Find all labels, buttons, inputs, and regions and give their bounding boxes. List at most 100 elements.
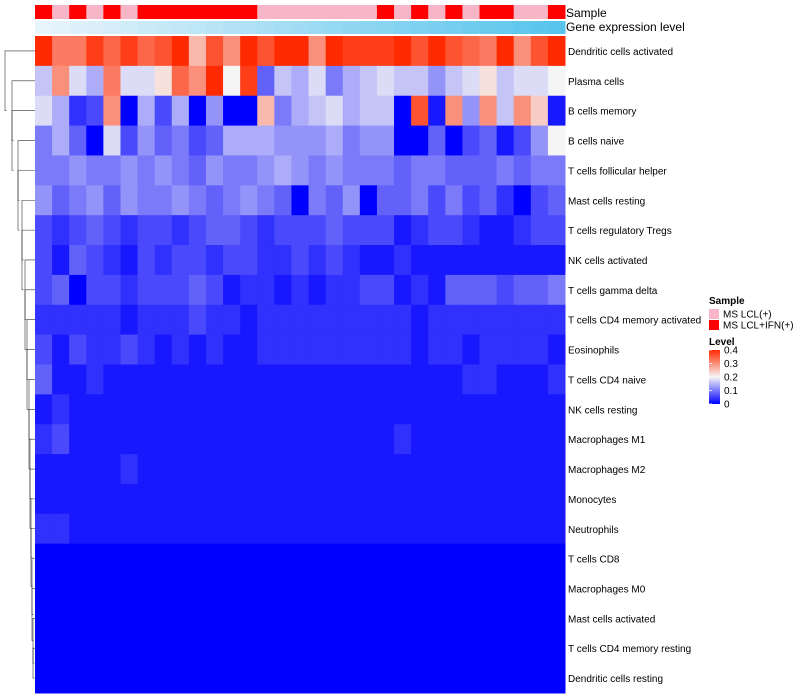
heatmap-cell bbox=[496, 125, 515, 156]
heatmap-cell bbox=[205, 603, 224, 634]
row-label: T cells CD8 bbox=[568, 555, 620, 566]
heatmap-cell bbox=[308, 424, 327, 455]
heatmap-cell bbox=[35, 394, 53, 425]
heatmap-cell bbox=[120, 603, 139, 634]
heatmap-cell bbox=[120, 245, 139, 276]
heatmap-cell bbox=[137, 185, 156, 216]
heatmap-cell bbox=[462, 245, 481, 276]
heatmap-cell bbox=[359, 543, 378, 575]
heatmap-cell bbox=[394, 65, 412, 97]
heatmap-cell bbox=[171, 65, 190, 97]
heatmap-cell bbox=[154, 543, 173, 575]
heatmap-cell bbox=[171, 543, 190, 575]
heatmap-cell bbox=[291, 65, 310, 97]
legend-sample-label: MS LCL+IFN(+) bbox=[723, 321, 794, 332]
heatmap-cell bbox=[376, 274, 395, 306]
sample-annotation-cell bbox=[240, 5, 258, 19]
heatmap-cell bbox=[69, 513, 87, 545]
heatmap-cell bbox=[103, 633, 121, 664]
heatmap-cell bbox=[205, 454, 224, 485]
heatmap-cell bbox=[547, 36, 566, 67]
heatmap-cell bbox=[359, 394, 378, 425]
heatmap-cell bbox=[428, 394, 446, 425]
heatmap-cell bbox=[428, 454, 446, 485]
heatmap-cell bbox=[137, 663, 156, 694]
heatmap-cell bbox=[428, 155, 446, 186]
heatmap-cell bbox=[205, 304, 224, 336]
heatmap-cell bbox=[342, 394, 361, 425]
heatmap-cell bbox=[325, 95, 344, 127]
heatmap-cell bbox=[120, 424, 139, 455]
heatmap-cell bbox=[496, 603, 515, 634]
heatmap-cell bbox=[462, 334, 481, 365]
heatmap-cell bbox=[325, 215, 344, 246]
heatmap-cell bbox=[445, 65, 463, 97]
gene-expression-cell bbox=[205, 21, 224, 34]
heatmap-cell bbox=[445, 454, 463, 485]
sample-annotation-bar bbox=[35, 5, 566, 19]
heatmap-cell bbox=[394, 483, 412, 515]
heatmap-cell bbox=[308, 155, 327, 186]
heatmap-cell bbox=[274, 454, 292, 485]
heatmap-cell bbox=[103, 155, 121, 186]
heatmap-cell bbox=[394, 334, 412, 365]
heatmap-cell bbox=[496, 95, 515, 127]
heatmap-cell bbox=[411, 454, 429, 485]
heatmap-cell bbox=[411, 274, 429, 306]
heatmap-cell bbox=[479, 603, 498, 634]
heatmap-cell bbox=[274, 155, 292, 186]
heatmap-cell bbox=[547, 633, 566, 664]
heatmap-cell bbox=[205, 543, 224, 575]
heatmap-cell bbox=[394, 155, 412, 186]
heatmap-cell bbox=[223, 483, 241, 515]
heatmap-cell bbox=[69, 454, 87, 485]
heatmap-cell bbox=[86, 65, 104, 97]
heatmap-cell bbox=[52, 424, 70, 455]
heatmap-cell bbox=[240, 245, 258, 276]
heatmap-cell bbox=[513, 36, 532, 67]
heatmap-cell bbox=[103, 304, 121, 336]
heatmap-cell bbox=[462, 65, 481, 97]
heatmap-cell bbox=[240, 543, 258, 575]
heatmap-cell bbox=[137, 215, 156, 246]
heatmap-cell bbox=[359, 663, 378, 694]
heatmap-cell bbox=[223, 663, 241, 694]
heatmap-cell bbox=[428, 65, 446, 97]
gene-expression-cell bbox=[154, 21, 173, 34]
heatmap-cell bbox=[223, 185, 241, 216]
gene-expression-cell bbox=[171, 21, 190, 34]
heatmap-cell bbox=[428, 483, 446, 515]
heatmap-cell bbox=[411, 215, 429, 246]
heatmap-cell bbox=[188, 364, 207, 395]
sample-annotation-cell bbox=[205, 5, 224, 19]
heatmap-cell bbox=[171, 185, 190, 216]
legend-sample-swatch bbox=[709, 309, 719, 319]
heatmap-cell bbox=[513, 483, 532, 515]
heatmap-cell bbox=[240, 65, 258, 97]
row-dendrogram bbox=[4, 50, 35, 679]
heatmap-cell bbox=[69, 155, 87, 186]
heatmap-cell bbox=[223, 364, 241, 395]
heatmap-cell bbox=[35, 334, 53, 365]
heatmap-cell bbox=[257, 424, 275, 455]
heatmap-cell bbox=[445, 364, 463, 395]
heatmap-cell bbox=[376, 125, 395, 156]
heatmap-cell bbox=[188, 663, 207, 694]
heatmap-cell bbox=[376, 36, 395, 67]
heatmap-cell bbox=[120, 125, 139, 156]
heatmap-cell bbox=[530, 573, 549, 604]
heatmap-cell bbox=[86, 663, 104, 694]
heatmap-cell bbox=[479, 543, 498, 575]
heatmap-cell bbox=[359, 274, 378, 306]
heatmap-cell bbox=[530, 633, 549, 664]
heatmap-cell bbox=[411, 513, 429, 545]
heatmap-cell bbox=[188, 394, 207, 425]
sample-annotation-cell bbox=[462, 5, 481, 19]
heatmap-cell bbox=[171, 424, 190, 455]
heatmap-cell bbox=[274, 215, 292, 246]
heatmap-cell bbox=[120, 483, 139, 515]
heatmap-cell bbox=[394, 633, 412, 664]
heatmap-cell bbox=[69, 304, 87, 336]
heatmap-cell bbox=[342, 274, 361, 306]
heatmap-cell bbox=[137, 513, 156, 545]
